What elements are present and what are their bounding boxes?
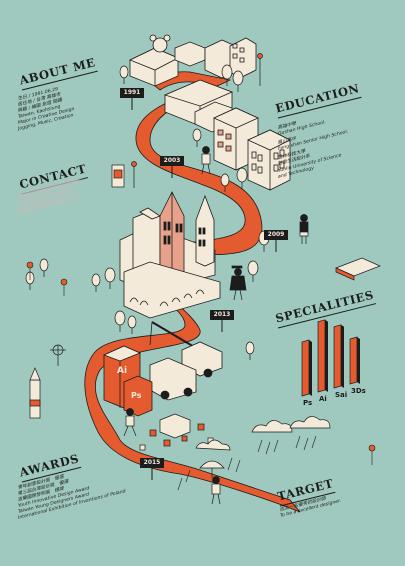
chart-bar-ps	[301, 339, 310, 397]
ai-label: Ai	[117, 366, 128, 376]
specialities-chart: Ps Ai Sai 3Ds	[301, 319, 366, 407]
tag-1991-label: 1991	[123, 89, 141, 96]
chart-bar-side-ai	[325, 319, 328, 392]
tag-2009-label: 2009	[267, 231, 285, 238]
university-buildings	[119, 191, 221, 319]
chart-tick-ai: Ai	[319, 395, 327, 403]
chart-bar-side-ps	[309, 340, 312, 396]
tag-2009	[264, 230, 288, 252]
chart-tick-sai: Sai	[335, 391, 347, 399]
chart-tick-3ds: 3Ds	[351, 387, 366, 395]
street-lamp-right	[257, 53, 263, 86]
person-2015	[123, 408, 137, 437]
award-objects	[139, 413, 214, 451]
trees-top	[25, 64, 270, 360]
chart-bar-ai	[317, 319, 326, 393]
timeline-road	[84, 71, 301, 513]
person-2009	[299, 214, 309, 244]
orange-trees	[26, 261, 376, 465]
tag-1991	[120, 88, 144, 110]
chart-tick-ps: Ps	[303, 399, 312, 407]
tag-2015	[140, 458, 164, 480]
phone-booth	[111, 161, 137, 188]
chart-bar-3ds	[349, 336, 358, 385]
toy-blocks	[129, 34, 257, 133]
chart-bar-side-3ds	[357, 337, 360, 384]
school-buildings	[213, 107, 291, 191]
book-icon	[335, 257, 381, 281]
chart-bar-sai	[333, 324, 342, 389]
person-2003	[201, 146, 211, 175]
pencil-tower	[29, 344, 66, 419]
ps-label: Ps	[131, 391, 142, 400]
tag-2013-label: 2013	[213, 311, 231, 318]
construction-site	[102, 321, 223, 417]
person-2013	[229, 265, 247, 301]
person-umbrella	[199, 460, 225, 505]
tag-2015-label: 2015	[143, 459, 161, 466]
tag-2003-label: 2003	[163, 157, 181, 164]
rain-clouds	[177, 416, 331, 491]
chart-bar-side-sai	[341, 324, 344, 388]
people	[123, 146, 309, 505]
timeline-tags	[120, 88, 288, 480]
tag-2003	[160, 156, 184, 178]
tag-2013	[210, 310, 234, 332]
